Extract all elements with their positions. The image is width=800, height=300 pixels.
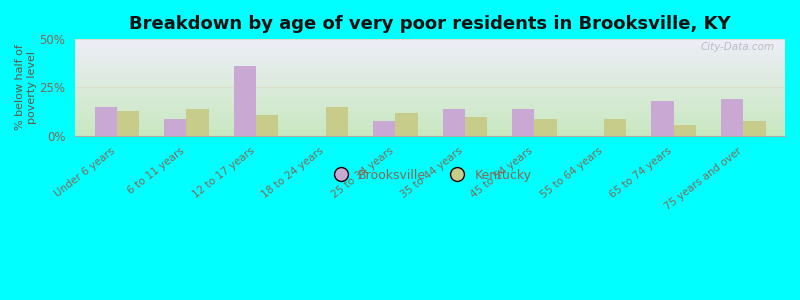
Bar: [117, 111, 139, 136]
Bar: [604, 119, 626, 136]
Bar: [234, 66, 256, 136]
Bar: [651, 101, 674, 136]
Bar: [164, 119, 186, 136]
Bar: [256, 115, 278, 136]
Bar: [186, 109, 209, 136]
Title: Breakdown by age of very poor residents in Brooksville, KY: Breakdown by age of very poor residents …: [130, 15, 731, 33]
Bar: [395, 113, 418, 136]
Bar: [326, 107, 348, 136]
Bar: [534, 119, 557, 136]
Text: City-Data.com: City-Data.com: [700, 42, 774, 52]
Bar: [743, 121, 766, 136]
Bar: [512, 109, 534, 136]
Legend: Brooksville, Kentucky: Brooksville, Kentucky: [323, 164, 537, 187]
Bar: [674, 124, 696, 136]
Bar: [94, 107, 117, 136]
Bar: [721, 99, 743, 136]
Bar: [373, 121, 395, 136]
Bar: [442, 109, 465, 136]
Bar: [465, 117, 487, 136]
Y-axis label: % below half of
poverty level: % below half of poverty level: [15, 45, 37, 130]
